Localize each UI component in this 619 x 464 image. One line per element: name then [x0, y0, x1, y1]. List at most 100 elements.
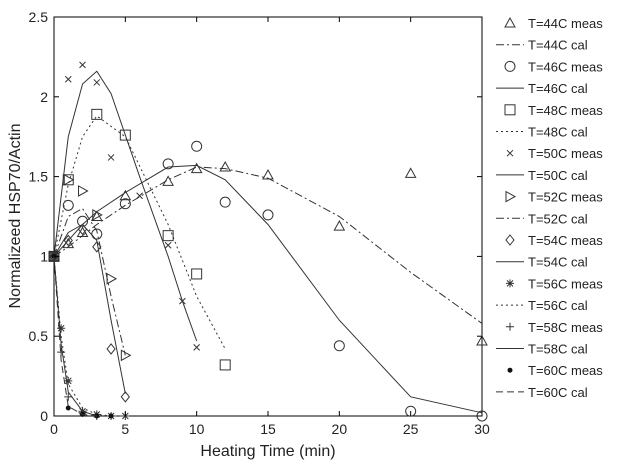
x-tick-label: 30	[474, 421, 490, 437]
legend-item: T=54C cal	[496, 255, 588, 270]
data-point	[404, 167, 417, 178]
data-point	[119, 129, 131, 141]
data-point	[120, 349, 132, 362]
data-point	[262, 168, 274, 180]
legend-label: T=50C cal	[528, 168, 588, 183]
data-point	[333, 220, 346, 231]
data-point	[92, 209, 103, 221]
data-point	[162, 230, 174, 242]
legend-item: T=46C meas	[504, 59, 603, 74]
data-point	[333, 340, 345, 352]
data-point	[219, 160, 232, 172]
legend-label: T=48C cal	[528, 125, 588, 140]
y-axis-label: Normalizeed HSP70/Actin	[7, 124, 24, 309]
series-line	[53, 256, 97, 417]
series-t-54c-cal	[53, 223, 126, 394]
data-point	[476, 334, 488, 346]
series-t-58c-cal	[53, 256, 97, 417]
series-t-52c-cal	[53, 207, 126, 356]
y-tick-label: 0.5	[29, 328, 49, 344]
data-point	[78, 185, 89, 197]
data-point	[219, 359, 231, 371]
legend-item: T=50C cal	[496, 168, 588, 183]
x-axis-label: Heating Time (min)	[200, 443, 335, 460]
legend-item: T=54C meas	[505, 233, 603, 248]
legend-label: T=46C meas	[528, 59, 603, 74]
legend-marker	[506, 149, 514, 157]
y-tick-label: 1.5	[29, 169, 49, 185]
x-tick-label: 15	[260, 421, 276, 437]
data-point	[191, 140, 203, 152]
x-tick-label: 5	[121, 421, 129, 437]
legend-item: T=56C cal	[496, 298, 588, 313]
series-line	[53, 166, 483, 324]
legend-label: T=58C meas	[528, 320, 603, 335]
data-point	[65, 405, 71, 411]
legend-label: T=60C meas	[528, 363, 603, 378]
legend-item: T=56C meas	[506, 276, 603, 291]
legend: T=44C meas T=44C cal T=46C meas T=46C cal T=…	[496, 16, 603, 400]
legend-marker	[507, 367, 513, 373]
legend-label: T=56C cal	[528, 298, 588, 313]
legend-item: T=52C meas	[505, 190, 603, 205]
x-tick-label: 25	[403, 421, 419, 437]
plot-area: 0 5 10 15 20 25 30 0 0.5 1 1.5 2 2.5	[29, 9, 490, 437]
data-point	[108, 413, 114, 419]
series-line	[53, 223, 126, 394]
data-point	[91, 108, 103, 120]
y-tick-label: 2.5	[29, 9, 49, 25]
legend-marker	[506, 279, 514, 288]
data-point	[64, 75, 72, 83]
legend-marker	[504, 104, 516, 116]
legend-marker	[505, 234, 515, 246]
y-tick-label: 1	[40, 248, 48, 264]
legend-marker	[504, 16, 516, 28]
data-point	[57, 324, 66, 333]
legend-marker	[505, 190, 517, 203]
ticks-layer: 0 5 10 15 20 25 30 0 0.5 1 1.5 2 2.5	[29, 9, 490, 437]
legend-label: T=44C meas	[528, 16, 603, 31]
series-t-50c-cal	[53, 70, 198, 342]
legend-item: T=44C cal	[496, 38, 588, 53]
legend-item: T=60C cal	[496, 385, 588, 400]
legend-label: T=60C cal	[528, 385, 588, 400]
legend-item: T=44C meas	[504, 16, 603, 31]
legend-marker	[504, 60, 516, 72]
series-line	[53, 207, 126, 356]
data-point	[405, 405, 417, 417]
legend-label: T=52C meas	[528, 190, 603, 205]
data-point	[79, 61, 86, 69]
legend-item: T=50C meas	[506, 146, 603, 161]
legend-label: T=50C meas	[528, 146, 603, 161]
legend-item: T=52C cal	[496, 211, 588, 226]
data-point	[120, 391, 130, 403]
series-t-44c-cal	[53, 166, 483, 324]
data-point	[164, 241, 172, 249]
data-point	[262, 209, 274, 221]
series-line	[53, 70, 198, 342]
data-point	[64, 392, 73, 401]
legend-label: T=54C cal	[528, 255, 588, 270]
data-point	[92, 241, 102, 253]
legend-label: T=44C cal	[528, 38, 588, 53]
legend-item: T=46C cal	[496, 81, 588, 96]
legend-item: T=48C cal	[496, 125, 588, 140]
legend-item: T=58C cal	[496, 342, 588, 357]
legend-label: T=54C meas	[528, 233, 603, 248]
data-point	[63, 173, 75, 186]
legend-item: T=58C meas	[506, 320, 603, 335]
data-point	[63, 234, 73, 247]
data-point	[77, 215, 89, 227]
series-layer	[48, 61, 488, 422]
legend-label: T=58C cal	[528, 342, 588, 357]
data-point	[136, 192, 143, 200]
legend-item: T=60C meas	[507, 363, 603, 378]
series-line	[53, 115, 226, 350]
data-point	[119, 189, 132, 201]
legend-item: T=48C meas	[504, 103, 603, 118]
x-tick-label: 0	[50, 421, 58, 437]
data-point	[57, 348, 66, 357]
data-point	[106, 343, 116, 355]
legend-label: T=48C meas	[528, 103, 603, 118]
